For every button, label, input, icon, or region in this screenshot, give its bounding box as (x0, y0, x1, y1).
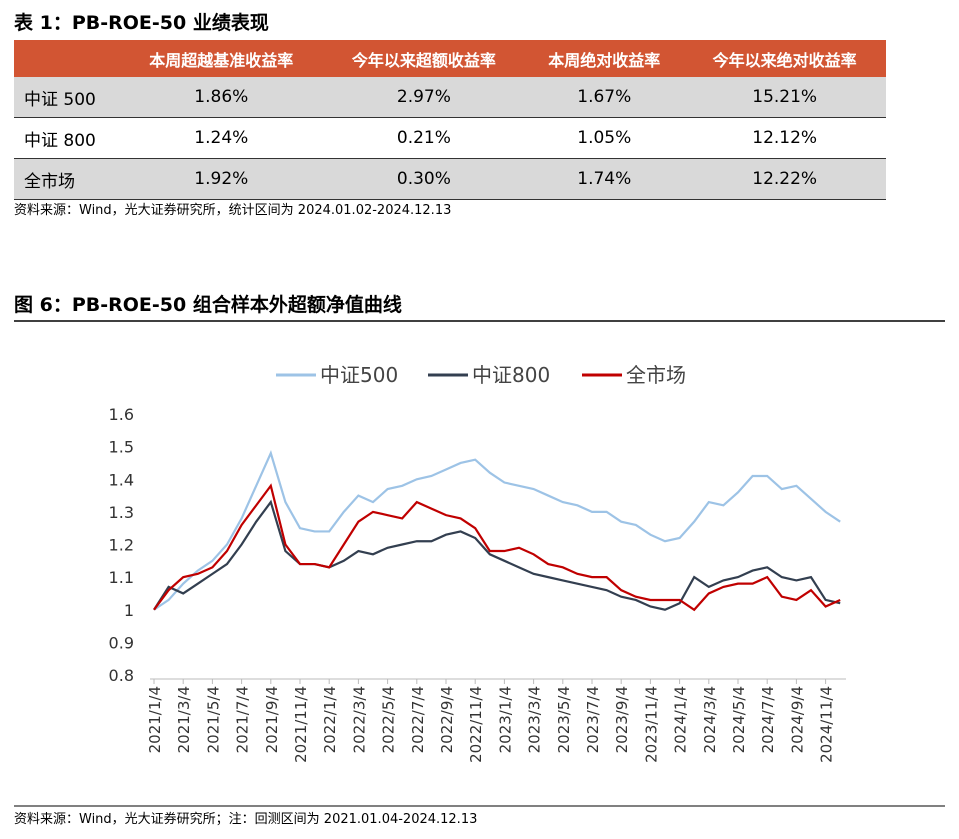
y-tick-label: 0.8 (109, 666, 134, 685)
y-tick-label: 1.4 (109, 470, 134, 489)
legend-label: 全市场 (626, 363, 686, 387)
header-cell: 今年以来超额收益率 (322, 40, 526, 77)
figure-title: 图 6：PB-ROE-50 组合样本外超额净值曲线 (14, 294, 402, 316)
table-source: 资料来源：Wind，光大证券研究所，统计区间为 2024.01.02-2024.… (14, 203, 452, 218)
y-tick-label: 0.9 (109, 633, 134, 652)
table-cell: 1.24% (120, 117, 323, 159)
series-line (153, 449, 841, 611)
y-tick-label: 1.5 (109, 438, 134, 457)
y-tick-label: 1.2 (109, 536, 134, 555)
x-tick-label: 2024/11/4 (818, 686, 836, 763)
table-cell: 1.92% (120, 158, 323, 200)
header-cell (14, 40, 120, 77)
series-line (153, 483, 841, 612)
series-line (153, 499, 841, 611)
table-cell: 0.21% (322, 117, 526, 159)
x-tick-label: 2023/7/4 (584, 686, 602, 753)
table-title: 表 1：PB-ROE-50 业绩表现 (14, 12, 269, 34)
table-cell: 中证 800 (14, 117, 120, 159)
legend-label: 中证800 (472, 363, 550, 387)
table-cell: 中证 500 (14, 77, 120, 118)
x-tick-label: 2023/9/4 (613, 686, 631, 753)
header-cell: 本周绝对收益率 (525, 40, 684, 77)
figure-source: 资料来源：Wind，光大证券研究所；注：回测区间为 2021.01.04-202… (14, 811, 477, 827)
x-tick-label: 2022/1/4 (321, 686, 339, 753)
x-tick-label: 2021/9/4 (263, 686, 281, 753)
y-tick-label: 1 (124, 601, 134, 620)
x-tick-label: 2021/11/4 (292, 686, 310, 763)
x-tick-label: 2022/5/4 (380, 686, 398, 753)
x-tick-label: 2024/1/4 (672, 686, 690, 753)
x-tick-label: 2024/3/4 (701, 686, 719, 753)
header-cell: 今年以来绝对收益率 (683, 40, 886, 77)
table-cell: 15.21% (683, 77, 886, 118)
y-tick-label: 1.6 (109, 405, 134, 424)
legend-label: 中证500 (320, 363, 398, 387)
x-tick-label: 2023/3/4 (526, 686, 544, 753)
table-cell: 12.22% (683, 158, 886, 200)
table-row: 中证 500 1.86% 2.97% 1.67% 15.21% (14, 77, 886, 118)
x-tick-label: 2024/7/4 (759, 686, 777, 753)
table-row: 中证 800 1.24% 0.21% 1.05% 12.12% (14, 117, 886, 159)
x-tick-label: 2021/1/4 (146, 686, 164, 753)
x-tick-label: 2023/11/4 (642, 686, 660, 763)
x-tick-label: 2022/9/4 (438, 686, 456, 753)
table-cell: 1.74% (525, 158, 684, 200)
x-tick-label: 2021/7/4 (234, 686, 252, 753)
table-cell: 12.12% (683, 117, 886, 159)
table: 本周超越基准收益率 今年以来超额收益率 本周绝对收益率 今年以来绝对收益率 中证 500… (14, 40, 886, 200)
x-tick-label: 2021/5/4 (204, 686, 222, 753)
x-tick-label: 2021/3/4 (175, 686, 193, 753)
x-tick-label: 2022/7/4 (409, 686, 427, 753)
y-tick-label: 1.3 (109, 503, 134, 522)
table-cell: 2.97% (322, 77, 526, 118)
table-cell: 1.67% (525, 77, 684, 118)
table-cell: 1.86% (120, 77, 323, 118)
y-tick-label: 1.1 (109, 568, 134, 587)
table-cell: 0.30% (322, 158, 526, 200)
x-tick-label: 2022/3/4 (350, 686, 368, 753)
table-cell: 1.05% (525, 117, 684, 159)
table-row: 全市场 1.92% 0.30% 1.74% 12.22% (14, 158, 886, 200)
x-tick-label: 2023/5/4 (555, 686, 573, 753)
x-tick-label: 2022/11/4 (467, 686, 485, 763)
x-tick-label: 2024/5/4 (730, 686, 748, 753)
x-tick-label: 2024/9/4 (788, 686, 806, 753)
header-cell: 本周超越基准收益率 (120, 40, 323, 77)
x-tick-label: 2023/1/4 (496, 686, 514, 753)
table-cell: 全市场 (14, 158, 120, 200)
